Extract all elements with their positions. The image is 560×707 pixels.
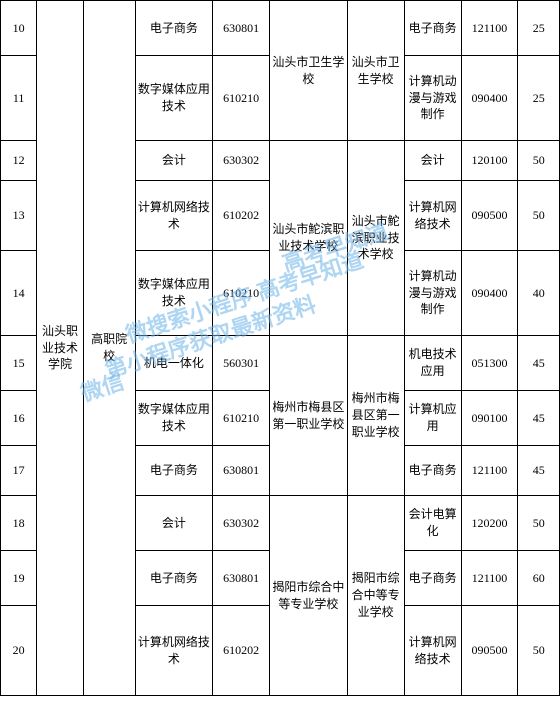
enrollment-table: 10 汕头职业技术学院 高职院校 电子商务 630801 汕头市卫生学校 汕头市… bbox=[0, 0, 560, 696]
count-cell: 50 bbox=[518, 496, 560, 551]
row-num: 20 bbox=[1, 606, 37, 696]
code1-cell: 610210 bbox=[213, 391, 270, 446]
count-cell: 50 bbox=[518, 181, 560, 251]
major2-cell: 计算机网络技术 bbox=[404, 606, 461, 696]
row-num: 13 bbox=[1, 181, 37, 251]
code1-cell: 630302 bbox=[213, 141, 270, 181]
major-cell: 电子商务 bbox=[135, 1, 213, 56]
major-cell: 计算机网络技术 bbox=[135, 606, 213, 696]
count-cell: 50 bbox=[518, 606, 560, 696]
code1-cell: 560301 bbox=[213, 336, 270, 391]
partner-cell: 揭阳市综合中等专业学校 bbox=[270, 496, 348, 696]
partner-cell: 梅州市梅县区第一职业学校 bbox=[270, 336, 348, 496]
partner-cell: 汕头市鮀滨职业技术学校 bbox=[270, 141, 348, 336]
count-cell: 45 bbox=[518, 446, 560, 496]
code2-cell: 090500 bbox=[461, 181, 518, 251]
code2-cell: 120200 bbox=[461, 496, 518, 551]
major-cell: 会计 bbox=[135, 496, 213, 551]
major-cell: 计算机网络技术 bbox=[135, 181, 213, 251]
code1-cell: 630801 bbox=[213, 446, 270, 496]
type-cell: 高职院校 bbox=[83, 1, 135, 696]
partner-cell: 汕头市卫生学校 bbox=[270, 1, 348, 141]
major-cell: 数字媒体应用技术 bbox=[135, 391, 213, 446]
code2-cell: 121100 bbox=[461, 551, 518, 606]
row-num: 19 bbox=[1, 551, 37, 606]
code2-cell: 121100 bbox=[461, 1, 518, 56]
major-cell: 数字媒体应用技术 bbox=[135, 251, 213, 336]
major-cell: 机电一体化 bbox=[135, 336, 213, 391]
major2-cell: 电子商务 bbox=[404, 551, 461, 606]
major-cell: 会计 bbox=[135, 141, 213, 181]
row-num: 18 bbox=[1, 496, 37, 551]
partner2-cell: 汕头市鮀滨职业技术学校 bbox=[347, 141, 404, 336]
code1-cell: 630801 bbox=[213, 1, 270, 56]
code1-cell: 630302 bbox=[213, 496, 270, 551]
code2-cell: 090400 bbox=[461, 251, 518, 336]
count-cell: 40 bbox=[518, 251, 560, 336]
count-cell: 60 bbox=[518, 551, 560, 606]
major2-cell: 计算机网络技术 bbox=[404, 181, 461, 251]
code2-cell: 051300 bbox=[461, 336, 518, 391]
row-num: 10 bbox=[1, 1, 37, 56]
row-num: 11 bbox=[1, 56, 37, 141]
code2-cell: 090100 bbox=[461, 391, 518, 446]
code2-cell: 090500 bbox=[461, 606, 518, 696]
code1-cell: 610210 bbox=[213, 251, 270, 336]
major2-cell: 会计 bbox=[404, 141, 461, 181]
code1-cell: 630801 bbox=[213, 551, 270, 606]
code1-cell: 610202 bbox=[213, 606, 270, 696]
row-num: 17 bbox=[1, 446, 37, 496]
table-row: 10 汕头职业技术学院 高职院校 电子商务 630801 汕头市卫生学校 汕头市… bbox=[1, 1, 560, 56]
major2-cell: 会计电算化 bbox=[404, 496, 461, 551]
major2-cell: 计算机动漫与游戏制作 bbox=[404, 251, 461, 336]
count-cell: 45 bbox=[518, 391, 560, 446]
code2-cell: 121100 bbox=[461, 446, 518, 496]
code1-cell: 610210 bbox=[213, 56, 270, 141]
count-cell: 25 bbox=[518, 1, 560, 56]
major2-cell: 电子商务 bbox=[404, 446, 461, 496]
partner2-cell: 梅州市梅县区第一职业学校 bbox=[347, 336, 404, 496]
code2-cell: 120100 bbox=[461, 141, 518, 181]
row-num: 15 bbox=[1, 336, 37, 391]
major-cell: 数字媒体应用技术 bbox=[135, 56, 213, 141]
major2-cell: 计算机动漫与游戏制作 bbox=[404, 56, 461, 141]
major-cell: 电子商务 bbox=[135, 551, 213, 606]
major2-cell: 计算机应用 bbox=[404, 391, 461, 446]
major2-cell: 机电技术应用 bbox=[404, 336, 461, 391]
code2-cell: 090400 bbox=[461, 56, 518, 141]
count-cell: 50 bbox=[518, 141, 560, 181]
major-cell: 电子商务 bbox=[135, 446, 213, 496]
count-cell: 45 bbox=[518, 336, 560, 391]
row-num: 12 bbox=[1, 141, 37, 181]
partner2-cell: 揭阳市综合中等专业学校 bbox=[347, 496, 404, 696]
partner2-cell: 汕头市卫生学校 bbox=[347, 1, 404, 141]
school-cell: 汕头职业技术学院 bbox=[37, 1, 84, 696]
row-num: 14 bbox=[1, 251, 37, 336]
row-num: 16 bbox=[1, 391, 37, 446]
code1-cell: 610202 bbox=[213, 181, 270, 251]
count-cell: 25 bbox=[518, 56, 560, 141]
major2-cell: 电子商务 bbox=[404, 1, 461, 56]
